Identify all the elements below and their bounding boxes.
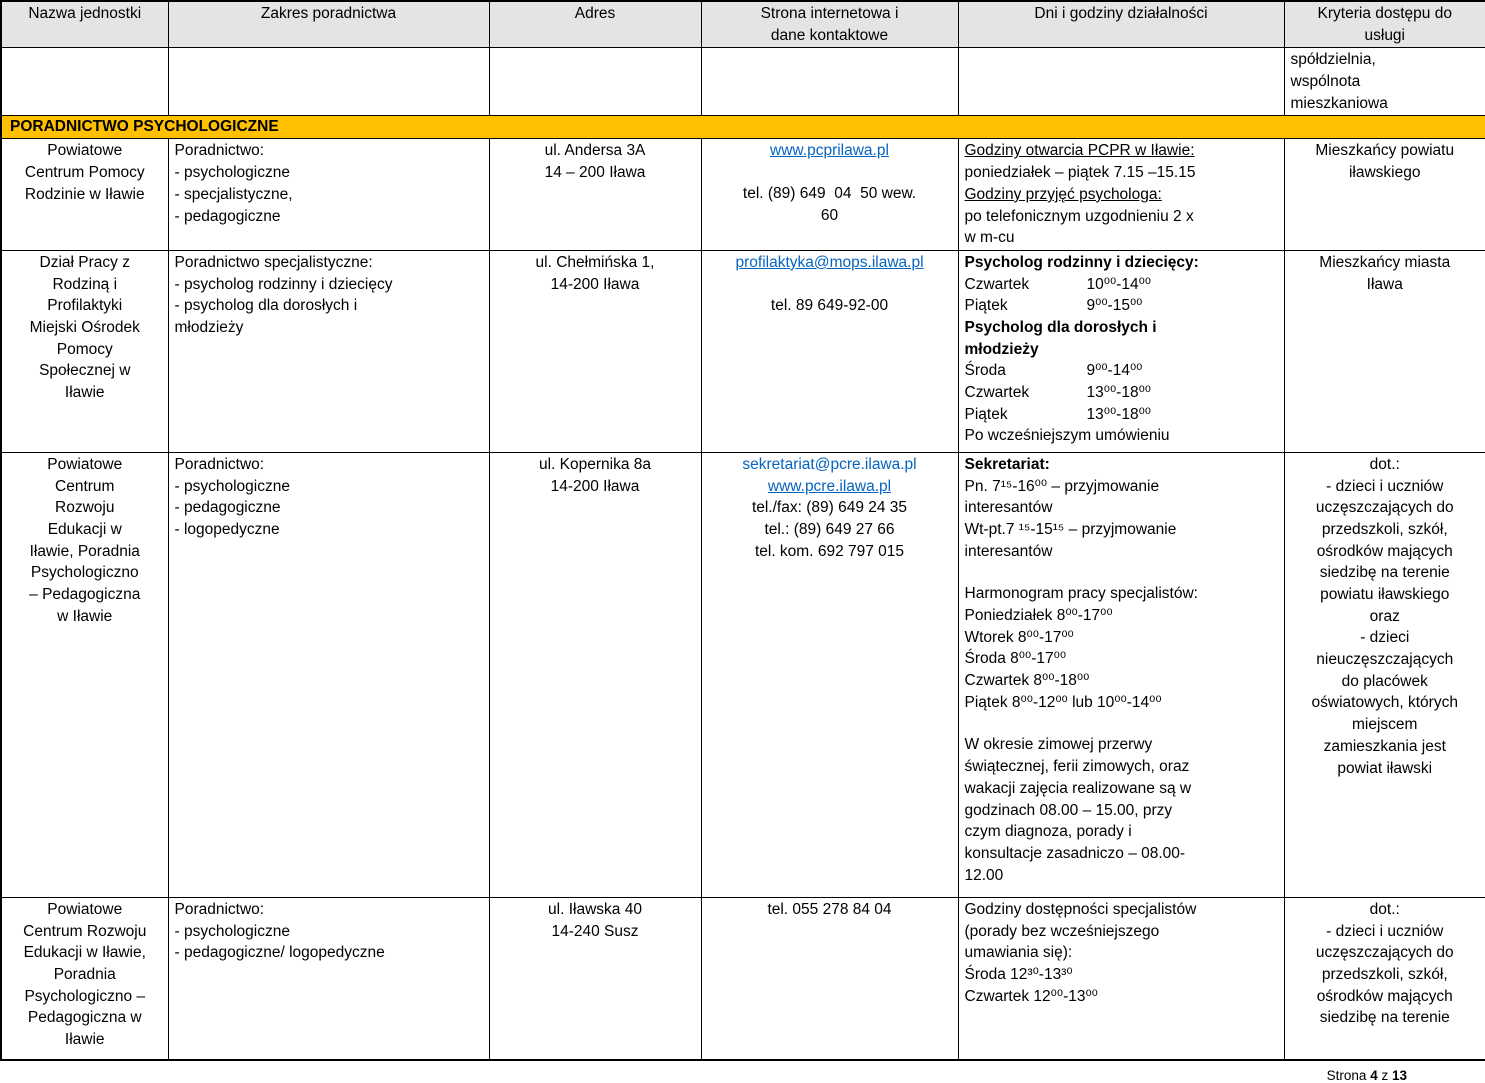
page-number-prefix: Strona xyxy=(1326,1068,1371,1083)
schedule-cell: Sekretariat: Pn. 7¹⁵-16⁰⁰ – przyjmowanie… xyxy=(957,451,1285,898)
schedule-slot: Czwartek 13⁰⁰-18⁰⁰ xyxy=(964,384,1152,401)
schedule-note: Po wcześniejszym umówieniu xyxy=(964,427,1170,445)
phone-numbers: tel./fax: (89) 649 24 35 tel.: (89) 649 … xyxy=(751,499,908,560)
schedule-cell: Psycholog rodzinny i dziecięcy: Czwartek… xyxy=(957,249,1285,453)
schedule-cell: Godziny dostępności specjalistów (porady… xyxy=(957,896,1285,1061)
schedule-heading: Sekretariat: xyxy=(964,455,1050,473)
schedule-heading: Godziny otwarcia PCPR w Iławie: xyxy=(964,142,1195,160)
page-total: 13 xyxy=(1391,1068,1407,1083)
empty-cell xyxy=(488,47,702,117)
table-row-pcre-susz: Powiatowe Centrum Rozwoju Edukacji w Iła… xyxy=(0,896,1485,1061)
address: ul. Andersa 3A 14 – 200 Iława xyxy=(488,138,702,251)
page-footer: Strona 4 z 13 xyxy=(0,1061,1485,1083)
services-scope: Poradnictwo: - psychologiczne - pedagogi… xyxy=(167,451,490,898)
col-header-zakres-poradnictwa: Zakres poradnictwa xyxy=(167,0,490,49)
page-number-separator: z xyxy=(1377,1068,1392,1083)
col-header-adres: Adres xyxy=(488,0,702,49)
phone-numbers: tel. 89 649-92-00 xyxy=(770,296,889,314)
address: ul. Iławska 40 14-240 Susz xyxy=(488,896,702,1061)
email-link[interactable]: profilaktyka@mops.ilawa.pl xyxy=(735,253,924,271)
schedule-line: po telefonicznym uzgodnieniu 2 x w m-cu xyxy=(964,207,1194,247)
contact-cell: tel. 055 278 84 04 xyxy=(700,896,959,1061)
empty-cell xyxy=(700,47,959,117)
access-criteria: dot.: - dzieci i uczniów uczęszczających… xyxy=(1283,451,1485,898)
website-link[interactable]: www.pcprilawa.pl xyxy=(770,142,889,160)
org-name: Dział Pracy z Rodziną i Profilaktyki Mie… xyxy=(0,249,169,453)
schedule-heading: Psycholog dla dorosłych i młodzieży xyxy=(964,318,1157,358)
col-header-strona-kontakt: Strona internetowa i dane kontaktowe xyxy=(700,0,959,49)
services-scope: Poradnictwo specjalistyczne: - psycholog… xyxy=(167,249,490,453)
table-row-mops-ilawa: Dział Pracy z Rodziną i Profilaktyki Mie… xyxy=(0,249,1485,453)
empty-cell xyxy=(167,47,490,117)
address: ul. Kopernika 8a 14-200 Iława xyxy=(488,451,702,898)
section-banner-row: PORADNICTWO PSYCHOLOGICZNE xyxy=(0,115,1485,140)
col-header-kryteria: Kryteria dostępu do usługi xyxy=(1283,0,1485,49)
schedule-block: W okresie zimowej przerwy świątecznej, f… xyxy=(964,736,1192,884)
page-number: 4 xyxy=(1370,1068,1378,1083)
contact-cell: profilaktyka@mops.ilawa.pl tel. 89 649-9… xyxy=(700,249,959,453)
schedule-cell: Godziny otwarcia PCPR w Iławie: poniedzi… xyxy=(957,138,1285,251)
schedule-slot: Czwartek 10⁰⁰-14⁰⁰ xyxy=(964,275,1152,293)
schedule-line: poniedziałek – piątek 7.15 –15.15 xyxy=(964,164,1196,182)
contact-cell: sekretariat@pcre.ilawa.pl www.pcre.ilawa… xyxy=(700,451,959,898)
table-row-pcpr-ilawa: Powiatowe Centrum Pomocy Rodzinie w Iław… xyxy=(0,138,1485,251)
schedule-heading: Godziny przyjęć psychologa: xyxy=(964,185,1162,203)
org-name: Powiatowe Centrum Rozwoju Edukacji w Iła… xyxy=(0,451,169,898)
schedule-slot: Środa 9⁰⁰-14⁰⁰ xyxy=(964,362,1143,380)
col-header-nazwa-jednostki: Nazwa jednostki xyxy=(0,0,169,49)
contact-cell: www.pcprilawa.pl tel. (89) 649 04 50 wew… xyxy=(700,138,959,251)
phone-numbers: tel. 055 278 84 04 xyxy=(767,900,892,918)
access-criteria: Mieszkańcy powiatu iławskiego xyxy=(1283,138,1485,251)
header-row: Nazwa jednostki Zakres poradnictwa Adres… xyxy=(0,0,1485,49)
phone-numbers: tel. (89) 649 04 50 wew. 60 xyxy=(742,185,917,224)
access-criteria: dot.: - dzieci i uczniów uczęszczających… xyxy=(1283,896,1485,1061)
empty-cell xyxy=(957,47,1285,117)
schedule-slot: Piątek 9⁰⁰-15⁰⁰ xyxy=(964,297,1143,315)
schedule-heading: Psycholog rodzinny i dziecięcy: xyxy=(964,253,1199,271)
address: ul. Chełmińska 1, 14-200 Iława xyxy=(488,249,702,453)
email-link[interactable]: sekretariat@pcre.ilawa.pl xyxy=(742,455,917,473)
website-link[interactable]: www.pcre.ilawa.pl xyxy=(767,477,892,495)
schedule-block: Godziny dostępności specjalistów (porady… xyxy=(964,900,1197,1005)
empty-cell xyxy=(0,47,169,117)
section-banner-title: PORADNICTWO PSYCHOLOGICZNE xyxy=(0,115,1485,140)
services-scope: Poradnictwo: - psychologiczne - pedagogi… xyxy=(167,896,490,1061)
carryover-criteria: spółdzielnia, wspólnota mieszkaniowa xyxy=(1283,47,1485,117)
org-name: Powiatowe Centrum Pomocy Rodzinie w Iław… xyxy=(0,138,169,251)
access-criteria: Mieszkańcy miasta Iława xyxy=(1283,249,1485,453)
schedule-block: Pn. 7¹⁵-16⁰⁰ – przyjmowanie interesantów… xyxy=(964,477,1177,560)
services-scope: Poradnictwo: - psychologiczne - specjali… xyxy=(167,138,490,251)
carryover-row: spółdzielnia, wspólnota mieszkaniowa xyxy=(0,47,1485,117)
schedule-slot: Piątek 13⁰⁰-18⁰⁰ xyxy=(964,405,1152,423)
col-header-dni-godziny: Dni i godziny działalności xyxy=(957,0,1285,49)
schedule-block: Harmonogram pracy specjalistów: Poniedzi… xyxy=(964,585,1198,711)
table-row-pcre-ilawa: Powiatowe Centrum Rozwoju Edukacji w Iła… xyxy=(0,451,1485,898)
org-name: Powiatowe Centrum Rozwoju Edukacji w Iła… xyxy=(0,896,169,1061)
